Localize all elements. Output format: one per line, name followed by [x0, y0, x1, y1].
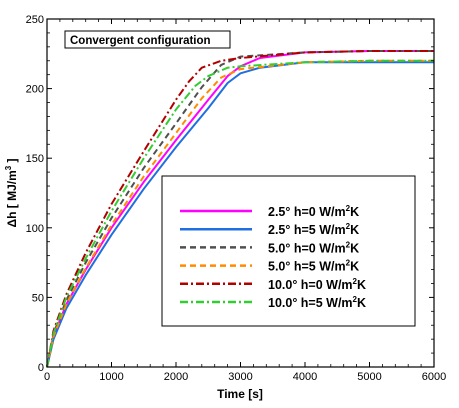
x-tick-label: 4000 — [293, 371, 317, 383]
x-tick-label: 2000 — [164, 371, 188, 383]
legend-label-4: 5.0° h=5 W/m2K — [268, 259, 359, 274]
series-line-4 — [46, 59, 434, 368]
y-tick-label: 200 — [26, 84, 44, 96]
y-axis-title-main: Δh [ MJ/m — [5, 170, 19, 227]
x-tick-label: 3000 — [228, 371, 252, 383]
x-tick-label: 5000 — [357, 371, 381, 383]
y-tick-label: 0 — [38, 362, 44, 374]
y-axis-title: Δh [ MJ/m3 ] — [4, 158, 19, 227]
legend: 2.5° h=0 W/m2K 2.5° h=5 W/m2K 5.0° h=0 W/m… — [161, 175, 416, 327]
legend-label-1: 2.5° h=0 W/m2K — [268, 204, 359, 219]
y-tick-label: 100 — [26, 223, 44, 235]
legend-label-5: 10.0° h=0 W/m2K — [268, 277, 366, 292]
legend-label-2: 2.5° h=5 W/m2K — [268, 222, 359, 237]
x-tick-label: 6000 — [422, 371, 446, 383]
series-layer — [46, 50, 434, 368]
y-tick-label: 150 — [26, 153, 44, 165]
x-tick-label: 1000 — [99, 371, 123, 383]
y-tick-label: 250 — [26, 14, 44, 26]
legend-label-3: 5.0° h=0 W/m2K — [268, 240, 359, 255]
legend-frame — [161, 175, 416, 327]
annotation-text: Convergent configuration — [70, 35, 211, 47]
series-line-6 — [46, 59, 434, 368]
y-axis-title-sup: 3 — [4, 165, 13, 170]
series-line-5 — [46, 50, 434, 368]
y-axis-title-end: ] — [5, 158, 19, 165]
y-tick-label: 50 — [32, 292, 44, 304]
tick-layer: 0 1000 2000 3000 4000 5000 6000 0 50 100 150 200 250 — [26, 14, 447, 383]
annotation-box: Convergent configuration — [64, 30, 231, 49]
x-tick-label: 0 — [44, 371, 50, 383]
x-axis-title: Time [s] — [217, 387, 263, 401]
annotation-frame — [64, 30, 231, 49]
legend-label-6: 10.0° h=5 W/m2K — [268, 295, 366, 310]
